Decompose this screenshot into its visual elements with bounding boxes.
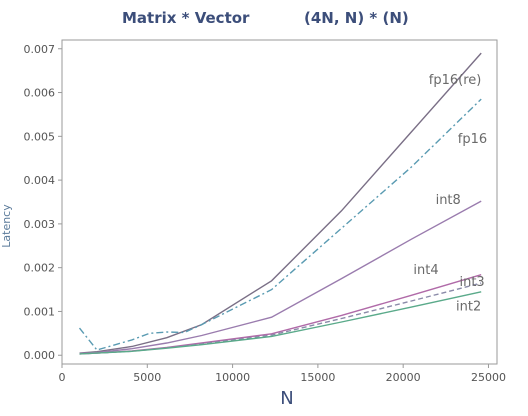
series-line-int3 (79, 282, 482, 355)
chart-title-left: Matrix * Vector (122, 9, 250, 27)
y-tick-label: 0.005 (24, 130, 56, 143)
x-tick-label: 10000 (215, 371, 250, 384)
series-label-int2: int2 (456, 300, 481, 315)
series-label-fp16-re: fp16(re) (429, 73, 482, 88)
plot-frame (61, 39, 498, 365)
y-tick-label: 0.001 (24, 305, 56, 318)
x-tick-label: 20000 (386, 371, 421, 384)
series-label-int3: int3 (459, 275, 484, 290)
x-tick-label: 15000 (300, 371, 335, 384)
y-axis-label: Latency (0, 204, 13, 248)
x-axis-label: N (280, 388, 293, 409)
y-tick-label: 0.004 (24, 174, 56, 187)
series-label-int8: int8 (436, 193, 461, 208)
y-axis-ticks: 0.000 0.001 0.002 0.003 0.004 0.005 0.006 0.007 (24, 43, 62, 362)
x-tick-label: 25000 (471, 371, 506, 384)
series-labels: fp16(re) fp16 int8 int4 int3 int2 (413, 73, 487, 315)
series-label-int4: int4 (413, 263, 438, 278)
y-tick-label: 0.002 (24, 262, 56, 275)
series-lines (78, 52, 482, 355)
x-axis-ticks: 0 5000 10000 15000 20000 25000 (59, 364, 506, 384)
y-tick-label: 0.006 (24, 87, 56, 100)
y-tick-label: 0.003 (24, 218, 56, 231)
y-tick-label: 0.007 (24, 43, 56, 56)
series-line-int8 (79, 200, 482, 355)
series-line-int2 (79, 291, 482, 355)
x-tick-label: 0 (59, 371, 66, 384)
y-tick-label: 0.000 (24, 349, 56, 362)
x-tick-label: 5000 (133, 371, 161, 384)
chart-title-right: (4N, N) * (N) (304, 9, 409, 27)
series-label-fp16: fp16 (458, 132, 487, 147)
